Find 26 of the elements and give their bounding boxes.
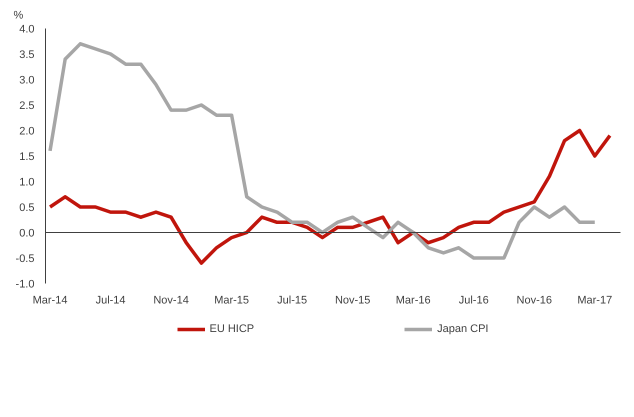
x-tick-label: Nov-16 <box>516 294 552 306</box>
line-series <box>48 42 597 260</box>
x-tick-label: Jul-15 <box>277 294 308 306</box>
y-tick-label: 2.0 <box>19 126 35 138</box>
legend-label: Japan CPI <box>437 323 488 335</box>
y-tick-label: 0.5 <box>19 202 35 214</box>
y-tick-label: 3.5 <box>19 49 35 61</box>
x-tick-label: Mar-14 <box>32 294 68 306</box>
y-tick-label: -1.0 <box>16 278 35 290</box>
legend-label: EU HICP <box>210 323 254 335</box>
x-tick-label: Mar-16 <box>396 294 431 306</box>
y-tick-label: 1.5 <box>19 151 35 163</box>
y-tick-label: 2.5 <box>19 100 35 112</box>
y-tick-label: 3.0 <box>19 74 35 86</box>
x-tick-label: Nov-15 <box>334 294 370 306</box>
x-tick-label: Mar-15 <box>214 294 250 306</box>
line-series <box>48 128 612 265</box>
y-axis-title: % <box>14 10 24 22</box>
x-tick-label: Jul-16 <box>458 294 489 306</box>
x-tick-label: Mar-17 <box>577 294 612 306</box>
y-tick-label: -0.5 <box>16 253 35 265</box>
x-tick-label: Jul-14 <box>96 294 126 306</box>
y-tick-label: 1.0 <box>19 176 35 188</box>
y-tick-label: 0.0 <box>19 228 35 240</box>
x-tick-label: Nov-14 <box>153 294 189 306</box>
y-tick-label: 4.0 <box>19 24 35 36</box>
